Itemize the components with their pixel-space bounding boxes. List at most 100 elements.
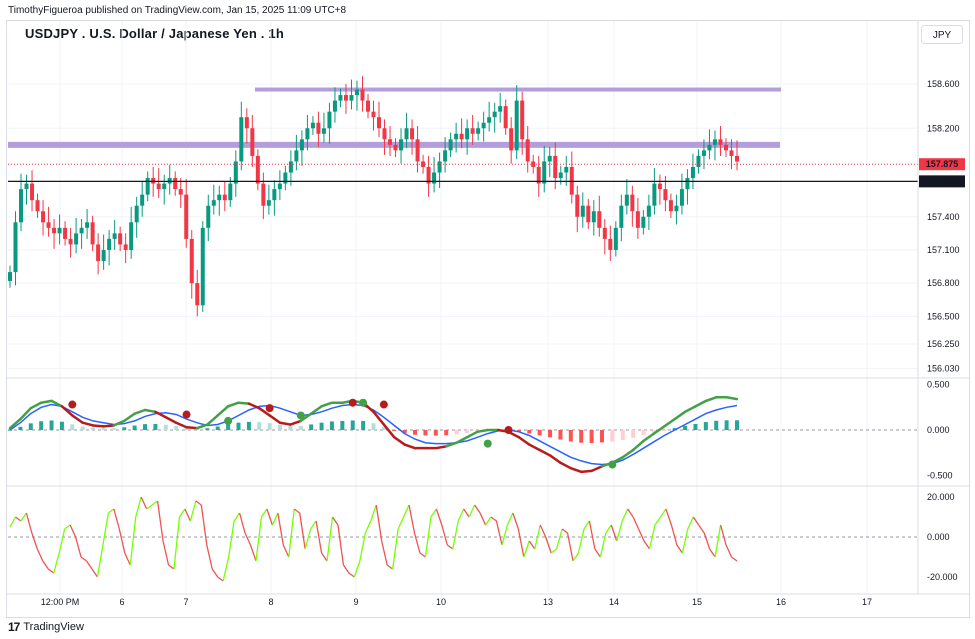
- macd-slow-segment: [226, 401, 240, 408]
- oscillator-segment: [129, 516, 137, 566]
- oscillator-segment: [621, 508, 629, 522]
- macd-slow-segment: [704, 396, 718, 403]
- macd-histogram-bar: [350, 420, 355, 430]
- candle-body: [30, 183, 35, 201]
- candle-body: [178, 189, 183, 195]
- macd-slow-segment: [382, 423, 396, 439]
- candle-body: [57, 227, 62, 234]
- macd-histogram-bar: [18, 426, 23, 430]
- macd-histogram-bar: [537, 430, 542, 436]
- oscillator-segment: [725, 544, 733, 558]
- macd-slow-segment: [278, 421, 292, 426]
- macd-tick-label: -0.500: [927, 470, 953, 480]
- candle-body: [162, 183, 167, 190]
- oscillator-tick-label: -20.000: [927, 572, 958, 582]
- candle-body: [90, 222, 95, 245]
- oscillator-segment: [381, 540, 388, 566]
- macd-histogram-bar: [267, 423, 272, 430]
- macd-histogram-bar: [599, 430, 604, 443]
- macd-pane[interactable]: [8, 396, 918, 474]
- macd-histogram-bar: [278, 424, 283, 430]
- candle-body: [377, 117, 382, 129]
- candle-body: [354, 89, 359, 96]
- oscillator-segment: [271, 512, 279, 526]
- candle-body: [514, 100, 519, 151]
- candle-body: [586, 205, 591, 223]
- oscillator-segment: [85, 560, 93, 570]
- oscillator-segment: [397, 516, 405, 530]
- oscillator-segment: [670, 524, 678, 546]
- candle-body: [635, 211, 640, 228]
- macd-histogram-bar: [80, 426, 85, 430]
- candle-body: [393, 144, 398, 151]
- candle-body: [558, 172, 563, 179]
- oscillator-segment: [249, 544, 257, 562]
- chart-frame: [6, 20, 970, 618]
- oscillator-segment: [15, 516, 22, 522]
- macd-histogram-bar: [464, 430, 469, 434]
- oscillator-segment: [386, 564, 394, 570]
- oscillator-segment: [517, 528, 525, 558]
- candle-body: [448, 139, 453, 151]
- candle-body: [696, 155, 701, 167]
- macd-histogram-bar: [579, 430, 584, 443]
- candle-body: [685, 178, 690, 190]
- oscillator-segment: [282, 544, 290, 558]
- price-pane[interactable]: [8, 76, 918, 317]
- macd-slow-segment: [631, 439, 645, 452]
- candle-body: [360, 89, 365, 101]
- macd-histogram-bar: [662, 430, 667, 431]
- symbol-title[interactable]: USDJPY . U.S. Dollar / Japanese Yen . 1h: [25, 26, 284, 41]
- macd-histogram-bar: [423, 430, 428, 436]
- macd-slow-segment: [237, 401, 251, 405]
- macd-slow-segment: [663, 417, 676, 428]
- candle-body: [481, 122, 486, 129]
- oscillator-tick-label: 0.000: [927, 532, 950, 542]
- candle-body: [520, 100, 525, 140]
- candle-body: [371, 111, 376, 118]
- oscillator-segment: [709, 548, 716, 558]
- price-tick-label: 157.100: [927, 245, 960, 255]
- candle-body: [602, 227, 607, 239]
- oscillator-segment: [402, 504, 410, 518]
- tradingview-brand[interactable]: 17 TradingView: [8, 620, 84, 634]
- oscillator-segment: [69, 524, 77, 538]
- macd-slow-segment: [528, 443, 541, 452]
- oscillator-segment: [342, 564, 350, 574]
- candle-body: [173, 178, 178, 190]
- oscillator-segment: [80, 556, 87, 562]
- candle-body: [118, 233, 123, 245]
- oscillator-pane[interactable]: [8, 496, 918, 582]
- macd-histogram-bar: [174, 426, 179, 430]
- candle-body: [580, 205, 585, 217]
- macd-histogram-bar: [672, 428, 677, 430]
- candle-body: [459, 133, 464, 140]
- candle-body: [107, 238, 112, 250]
- candle-body: [542, 161, 547, 184]
- oscillator-segment: [594, 548, 601, 558]
- oscillator-tick-label: 20.000: [927, 492, 955, 502]
- candle-body: [145, 178, 150, 195]
- current-price-badge: [919, 158, 965, 171]
- candle-body: [465, 128, 470, 140]
- oscillator-segment: [627, 508, 634, 518]
- candle-body: [641, 216, 646, 228]
- oscillator-segment: [25, 512, 33, 534]
- candle-body: [222, 194, 227, 201]
- oscillator-segment: [266, 508, 273, 526]
- oscillator-segment: [359, 532, 366, 562]
- candle-body: [718, 139, 723, 145]
- candle-body: [679, 189, 684, 206]
- macd-slow-segment: [320, 401, 334, 408]
- macd-histogram-bar: [454, 430, 459, 435]
- oscillator-segment: [599, 532, 607, 558]
- candle-body: [382, 128, 387, 140]
- macd-histogram-bar: [683, 425, 688, 430]
- candle-body: [399, 139, 404, 151]
- currency-button[interactable]: JPY: [921, 25, 963, 44]
- macd-slow-segment: [206, 414, 219, 426]
- oscillator-segment: [151, 500, 158, 506]
- oscillator-segment: [326, 516, 334, 562]
- macd-histogram-bar: [215, 426, 220, 430]
